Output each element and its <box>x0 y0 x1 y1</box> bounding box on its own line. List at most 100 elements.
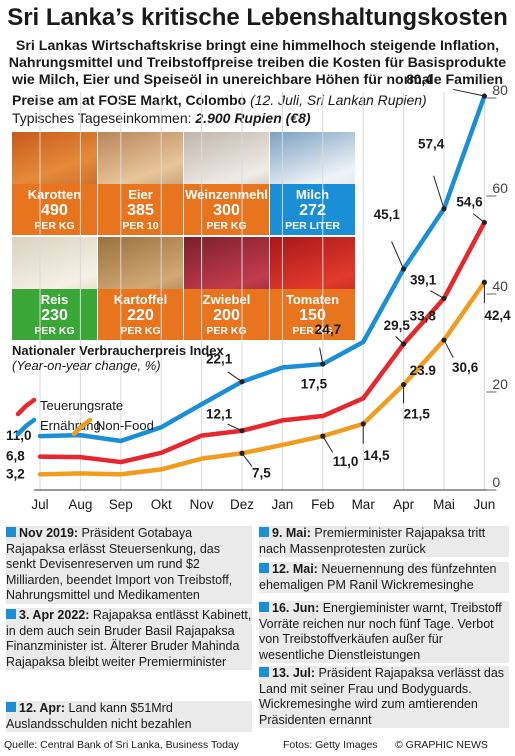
data-label: 42,4 <box>484 308 511 323</box>
price-band <box>270 184 355 235</box>
bullet-square <box>6 609 16 619</box>
bullet-square <box>259 602 269 612</box>
price-band <box>98 289 183 340</box>
prices-date-note: (12. Juli, Sri Lankan Rupien) <box>250 92 427 108</box>
label-leader <box>430 290 445 299</box>
bullet-square <box>259 563 269 573</box>
data-label: 6,8 <box>6 449 25 464</box>
timeline-entry-left-2: 3. Apr 2022: Rajapaksa entlässt Kabinett… <box>6 608 252 670</box>
item-unit: PER LITER <box>285 220 340 232</box>
item-name: Weinzenmehl <box>185 187 268 202</box>
prices-heading: Preise am at FOSE Markt, Colombo (12. Ju… <box>12 92 427 108</box>
price-band <box>270 289 355 340</box>
data-label: 80,4 <box>406 72 433 87</box>
data-point <box>239 428 245 434</box>
bullet-square <box>259 667 269 677</box>
price-band <box>98 184 183 235</box>
data-label: 39,1 <box>410 272 437 287</box>
x-tick-label: Mar <box>352 497 376 512</box>
price-tile-eier: Eier 385 PER 10 <box>98 132 183 235</box>
timeline-entry-right-3: 16. Jun: Energieminister warnt, Treibsto… <box>259 601 509 663</box>
y-tick-label: 60 <box>492 180 508 196</box>
page-title: Sri Lanka’s kritische Lebenshaltungskost… <box>7 4 508 31</box>
data-label: 33,8 <box>410 308 437 323</box>
data-label: 45,1 <box>374 207 401 222</box>
data-point <box>239 379 245 385</box>
data-point <box>441 337 447 343</box>
x-tick-label: Jun <box>474 497 496 512</box>
label-leader <box>443 339 454 358</box>
data-label: 17,5 <box>301 376 328 391</box>
data-label: 29,5 <box>384 318 411 333</box>
item-price: 230 <box>41 307 68 324</box>
item-price: 150 <box>299 307 326 324</box>
timeline-date: 16. Jun: <box>272 601 320 615</box>
price-band <box>12 289 97 340</box>
price-tile-karotten: Karotten 490 PER KG <box>12 132 97 235</box>
x-tick-label: Dez <box>230 497 254 512</box>
y-tick-label: 40 <box>492 278 508 294</box>
label-leader <box>319 347 324 365</box>
x-tick-label: Mai <box>433 497 455 512</box>
data-label: 21,5 <box>404 407 431 422</box>
timeline-entry-left-1: Nov 2019: Präsident Gotabaya Rajapaksa e… <box>6 526 252 604</box>
data-label: 54,6 <box>456 194 483 209</box>
data-point <box>360 421 366 427</box>
label-leader <box>227 423 243 432</box>
item-name: Milch <box>295 187 330 202</box>
legend-label: Teuerungsrate <box>40 398 123 413</box>
item-name: Tomaten <box>285 292 340 307</box>
label-leader <box>391 241 405 270</box>
item-name: Reis <box>40 292 69 307</box>
data-point <box>401 266 407 272</box>
item-name: Kartoffel <box>113 292 168 307</box>
x-tick-label: Jan <box>272 497 294 512</box>
timeline-text: Land kann $51Mrd Auslandsschulden nicht … <box>6 701 192 731</box>
x-tick-label: Okt <box>151 497 172 512</box>
data-point <box>481 279 487 285</box>
source-note: Quelle: Central Bank of Sri Lanka, Busin… <box>4 739 240 751</box>
label-leader <box>453 88 485 97</box>
data-label: 24,7 <box>315 322 341 337</box>
price-band <box>12 184 97 235</box>
legend-swatch <box>15 397 37 417</box>
data-label: 23.9 <box>410 363 436 378</box>
item-unit: PER KG <box>34 220 75 232</box>
y-tick-label: 0 <box>492 474 500 490</box>
x-tick-label: Aug <box>68 497 92 512</box>
data-label: 11,0 <box>333 454 359 469</box>
timeline-text: Premierminister Rajapaksa tritt nach Mas… <box>259 526 486 556</box>
timeline-entry-right-2: 12. Mai: Neuernennung des fünfzehnten eh… <box>259 562 509 593</box>
data-point <box>481 93 487 99</box>
item-name: Karotten <box>27 187 82 202</box>
data-point <box>481 219 487 226</box>
series-line-teuerungsrate <box>37 220 487 465</box>
series-line-ernhrung <box>37 93 487 444</box>
data-label: 57,4 <box>418 137 445 152</box>
bullet-square <box>6 527 16 537</box>
item-unit: PER KG <box>120 325 161 337</box>
item-price: 200 <box>213 307 240 324</box>
item-name: Eier <box>128 187 153 202</box>
photo-credit: Fotos: Getty Images <box>283 739 378 751</box>
income-value: 2.900 Rupien (€8) <box>195 110 311 126</box>
price-tile-tomaten: Tomaten 150 PER KG <box>270 237 355 340</box>
data-point <box>401 382 407 388</box>
data-label: 12,1 <box>206 407 233 422</box>
item-unit: PER KG <box>34 325 75 337</box>
item-price: 272 <box>299 202 326 219</box>
x-tick-label: Nov <box>190 497 214 512</box>
label-leader <box>241 452 253 467</box>
data-label: 30,6 <box>452 360 479 375</box>
y-tick-label: 20 <box>492 376 508 392</box>
chart-subtitle: (Year-on-year change, %) <box>12 358 161 373</box>
timeline-date: 3. Apr 2022: <box>19 608 90 622</box>
price-band <box>184 184 269 235</box>
timeline-date: 12. Apr: <box>19 701 66 715</box>
item-unit: PER KG <box>206 325 247 337</box>
data-label: 22,1 <box>206 352 233 367</box>
y-tick-label: 80 <box>492 82 508 98</box>
bullet-square <box>6 702 16 712</box>
timeline-date: Nov 2019: <box>19 526 79 540</box>
data-point <box>441 206 447 212</box>
